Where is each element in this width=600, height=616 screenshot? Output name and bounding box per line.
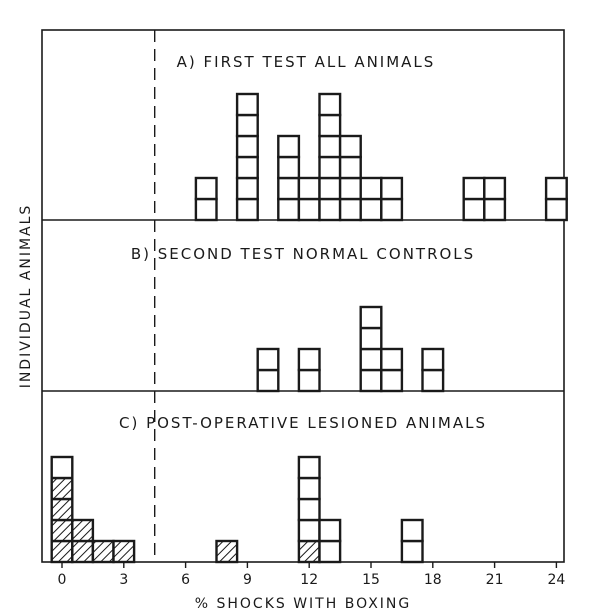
histogram-cell-hatched — [91, 539, 115, 564]
histogram-cell — [256, 347, 280, 372]
histogram-cell — [359, 197, 383, 222]
histogram-cell — [318, 197, 342, 222]
histogram-cell — [483, 176, 507, 201]
histogram-cell — [380, 368, 404, 393]
histogram-cell — [338, 155, 362, 180]
x-tick-label: 6 — [181, 572, 190, 588]
histogram-cell — [338, 134, 362, 159]
x-axis-ticks: 0 3 6 9 12 15 18 21 24 — [58, 562, 565, 588]
histogram-cell — [235, 92, 259, 117]
histogram-cell — [318, 176, 342, 201]
x-tick-label: 21 — [486, 572, 504, 588]
histogram-cell-hatched — [112, 539, 136, 564]
x-tick-label: 3 — [119, 572, 128, 588]
histogram-cell — [235, 197, 259, 222]
histogram-cells — [50, 92, 568, 564]
histogram-cell — [235, 176, 259, 201]
histogram-cell-hatched — [50, 497, 74, 522]
histogram-cell — [400, 518, 424, 543]
histogram-cell — [318, 155, 342, 180]
x-tick-label: 18 — [424, 572, 442, 588]
histogram-cell — [318, 92, 342, 117]
histogram-cell — [277, 134, 301, 159]
histogram-cell — [483, 197, 507, 222]
x-tick-label: 9 — [243, 572, 252, 588]
histogram-cell — [235, 155, 259, 180]
histogram-cell — [380, 197, 404, 222]
histogram-cell — [235, 134, 259, 159]
y-axis-label: INDIVIDUAL ANIMALS — [18, 204, 34, 389]
histogram-cell — [462, 176, 486, 201]
histogram-cell — [297, 518, 321, 543]
histogram-cell — [256, 368, 280, 393]
histogram-cell-hatched — [297, 539, 321, 564]
histogram-cell — [359, 368, 383, 393]
histogram-cell — [318, 539, 342, 564]
panel-c-title: C) POST-OPERATIVE LESIONED ANIMALS — [119, 414, 487, 432]
histogram-cell — [297, 497, 321, 522]
histogram-cell — [297, 455, 321, 480]
histogram-cell — [421, 347, 445, 372]
histogram-cell — [359, 347, 383, 372]
histogram-cell — [544, 176, 568, 201]
histogram-cell — [194, 197, 218, 222]
x-tick-label: 15 — [362, 572, 380, 588]
histogram-cell — [277, 155, 301, 180]
panel-b-title: B) SECOND TEST NORMAL CONTROLS — [131, 245, 475, 263]
histogram-cell — [318, 113, 342, 138]
histogram-cell — [380, 176, 404, 201]
panel-a-title: A) FIRST TEST ALL ANIMALS — [177, 53, 436, 71]
histogram-cell-hatched — [50, 476, 74, 501]
histogram-cell — [297, 368, 321, 393]
x-tick-label: 0 — [58, 572, 67, 588]
histogram-cell-hatched — [71, 518, 95, 543]
histogram-cell — [338, 197, 362, 222]
histogram-cell — [297, 476, 321, 501]
histogram-cell — [359, 176, 383, 201]
histogram-cell-hatched — [50, 518, 74, 543]
histogram-cell — [400, 539, 424, 564]
histogram-cell-hatched — [215, 539, 239, 564]
histogram-cell — [50, 455, 74, 480]
histogram-cell-hatched — [71, 539, 95, 564]
histogram-cell — [194, 176, 218, 201]
histogram-cell — [318, 518, 342, 543]
histogram-cell — [277, 197, 301, 222]
histogram-cell — [297, 347, 321, 372]
histogram-cell — [235, 113, 259, 138]
histogram-cell — [297, 176, 321, 201]
x-tick-label: 24 — [547, 572, 565, 588]
histogram-cell — [544, 197, 568, 222]
histogram-cell — [380, 347, 404, 372]
histogram-cell — [297, 197, 321, 222]
histogram-cell — [462, 197, 486, 222]
histogram-cell-hatched — [50, 539, 74, 564]
histogram-cell — [338, 176, 362, 201]
histogram-cell — [359, 305, 383, 330]
histogram-cell — [359, 326, 383, 351]
histogram-cell — [318, 134, 342, 159]
x-tick-label: 12 — [300, 572, 318, 588]
x-axis-label: % SHOCKS WITH BOXING — [195, 596, 412, 612]
histogram-cell — [421, 368, 445, 393]
histogram-cell — [277, 176, 301, 201]
